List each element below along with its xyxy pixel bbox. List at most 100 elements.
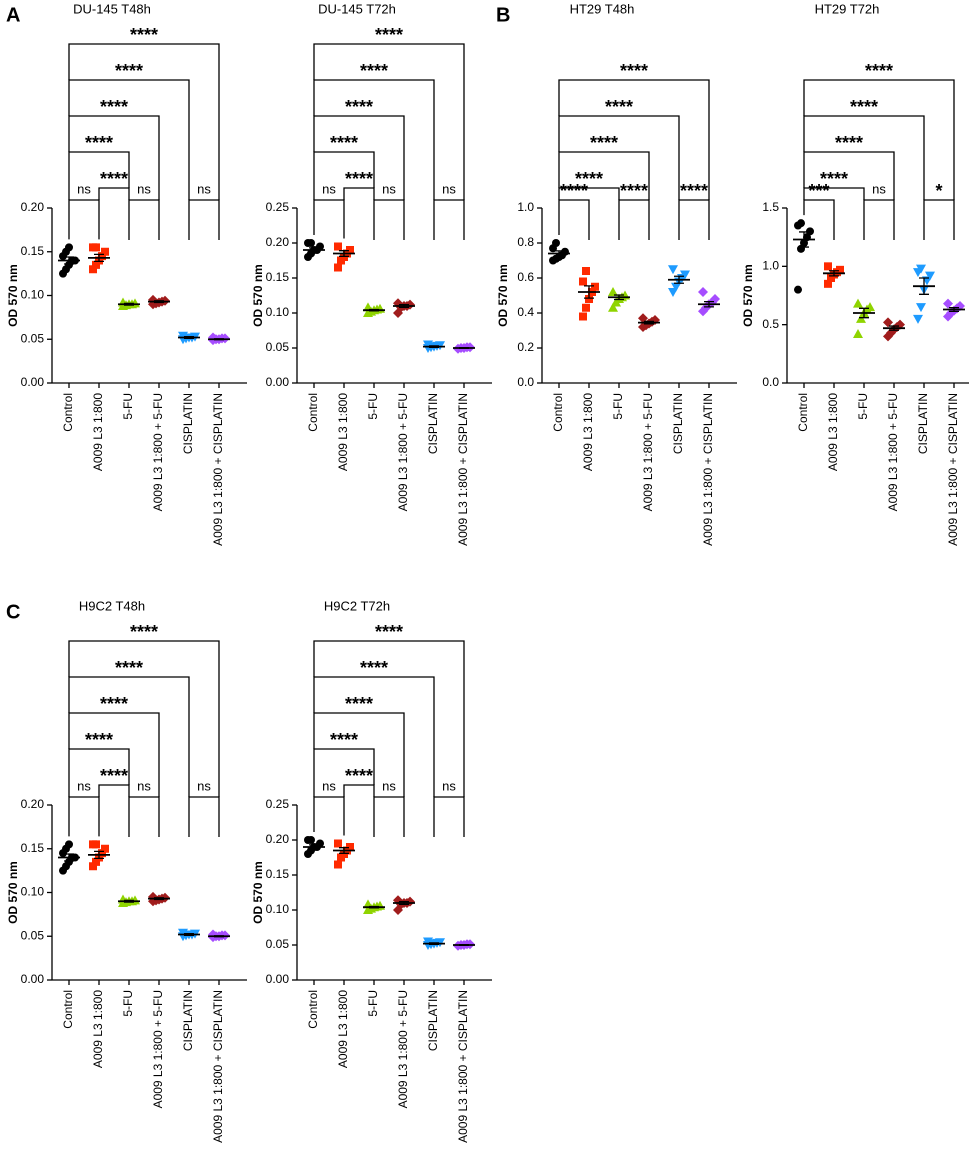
significance-label: **** <box>115 658 143 678</box>
data-point <box>680 270 690 280</box>
significance-label: **** <box>560 181 588 201</box>
error-bar <box>369 308 379 312</box>
data-point <box>65 840 73 849</box>
x-tick-label: A009 L3 1:800 <box>336 990 350 1068</box>
y-tick-label: 0.20 <box>21 797 45 811</box>
significance-bracket <box>313 43 465 200</box>
error-bar <box>369 905 379 909</box>
significance-bracket <box>558 187 620 200</box>
x-tick-label: 5-FU <box>856 393 870 420</box>
significance-label: **** <box>575 169 603 189</box>
data-point <box>913 314 923 324</box>
y-tick-label: 0.05 <box>21 928 45 942</box>
x-tick-label: CISPLATIN <box>426 990 440 1051</box>
data-point <box>883 317 893 328</box>
error-bar <box>799 231 809 248</box>
significance-bracket <box>373 796 405 837</box>
y-tick-label: 0.5 <box>762 317 779 331</box>
error-bar <box>309 844 319 850</box>
x-tick-label: CISPLATIN <box>181 990 195 1051</box>
x-tick-label: A009 L3 1:800 + CISPLATIN <box>456 393 470 546</box>
data-point <box>178 928 188 938</box>
error-bar <box>919 277 929 295</box>
significance-bracket <box>558 199 590 240</box>
significance-label: **** <box>100 694 128 714</box>
x-tick-label: A009 L3 1:800 + 5-FU <box>151 990 165 1108</box>
data-point <box>943 298 953 309</box>
error-bar <box>339 250 349 257</box>
error-bar <box>704 300 714 308</box>
significance-bracket <box>313 748 375 797</box>
y-tick-label: 0.15 <box>266 867 290 881</box>
significance-label: ns <box>77 778 91 793</box>
y-axis-label: OD 570 nm <box>251 861 265 924</box>
significance-bracket <box>678 199 710 240</box>
significance-label: **** <box>835 133 863 153</box>
y-tick-label: 0.00 <box>21 972 45 986</box>
y-tick-label: 0.20 <box>21 200 45 214</box>
error-bar <box>399 303 409 309</box>
data-point <box>307 836 315 844</box>
x-tick-label: A009 L3 1:800 <box>336 393 350 471</box>
error-bar <box>64 256 74 265</box>
significance-label: **** <box>130 622 158 642</box>
significance-bracket <box>558 151 650 200</box>
y-tick-label: 0.10 <box>266 305 290 319</box>
data-point <box>836 265 844 274</box>
significance-bracket <box>343 187 375 200</box>
significance-label: ns <box>382 778 396 793</box>
significance-label: **** <box>130 25 158 45</box>
y-axis-label: OD 570 nm <box>741 264 755 327</box>
error-bar <box>644 320 654 325</box>
data-point <box>608 287 618 296</box>
error-bar <box>554 250 564 257</box>
significance-bracket <box>558 79 710 200</box>
significance-bracket <box>803 199 835 240</box>
significance-label: **** <box>100 766 128 786</box>
y-tick-label: 0.20 <box>266 235 290 249</box>
significance-label: ns <box>197 778 211 793</box>
significance-bracket <box>68 748 130 797</box>
significance-bracket <box>313 79 435 200</box>
chart-title: DU-145 T72h <box>318 1 396 16</box>
error-bar <box>309 247 319 253</box>
error-bar <box>429 345 439 348</box>
data-point <box>895 319 905 330</box>
significance-bracket <box>803 115 925 200</box>
chart-title: DU-145 T48h <box>73 1 151 16</box>
significance-bracket <box>433 199 465 240</box>
x-tick-label: A009 L3 1:800 + 5-FU <box>396 393 410 511</box>
error-bar <box>614 294 624 301</box>
x-tick-label: A009 L3 1:800 + CISPLATIN <box>456 990 470 1143</box>
x-tick-label: 5-FU <box>121 990 135 1017</box>
y-axis-label: OD 570 nm <box>496 264 510 327</box>
significance-label: ns <box>382 181 396 196</box>
y-tick-label: 0.20 <box>266 832 290 846</box>
significance-bracket <box>68 712 160 797</box>
data-point <box>608 302 618 312</box>
significance-label: **** <box>345 766 373 786</box>
data-point <box>178 331 188 341</box>
x-tick-label: A009 L3 1:800 + CISPLATIN <box>946 393 960 546</box>
data-point <box>334 839 342 848</box>
data-point <box>552 239 560 247</box>
y-tick-label: 0.05 <box>266 340 290 354</box>
data-point <box>307 239 315 247</box>
significance-label: **** <box>375 25 403 45</box>
data-point <box>794 285 802 294</box>
panel-letter: B <box>496 4 510 26</box>
data-point <box>668 265 678 275</box>
significance-label: **** <box>865 61 893 81</box>
significance-label: **** <box>590 133 618 153</box>
significance-bracket <box>68 676 190 797</box>
x-tick-label: CISPLATIN <box>181 393 195 454</box>
x-tick-label: A009 L3 1:800 <box>826 393 840 471</box>
y-tick-label: 0.00 <box>21 375 45 389</box>
significance-bracket <box>313 199 345 239</box>
data-point <box>65 243 73 252</box>
x-tick-label: A009 L3 1:800 <box>581 393 595 471</box>
x-tick-label: Control <box>61 393 75 432</box>
x-tick-label: 5-FU <box>121 393 135 420</box>
y-tick-label: 0.8 <box>517 235 534 249</box>
significance-bracket <box>313 676 435 797</box>
